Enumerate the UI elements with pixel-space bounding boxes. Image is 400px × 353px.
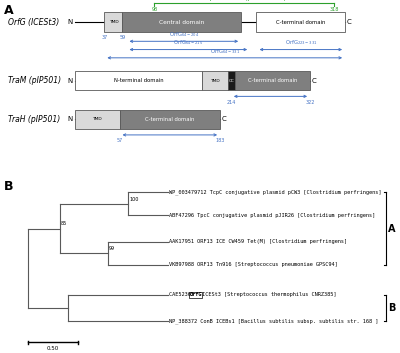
Text: N-terminal domain: N-terminal domain [114, 78, 164, 83]
Text: 37: 37 [101, 35, 108, 40]
Text: N: N [68, 116, 73, 122]
Text: CC: CC [229, 79, 234, 83]
Text: 183: 183 [215, 138, 225, 143]
Text: AAK17951 ORF13 ICE CW459 Tet(M) [Clostridium perfringens]: AAK17951 ORF13 ICE CW459 Tet(M) [Clostri… [169, 239, 347, 244]
Text: N: N [68, 78, 73, 84]
Text: Central domain: Central domain [159, 19, 204, 24]
Text: C-terminal domain: C-terminal domain [276, 19, 325, 24]
Bar [122, 12, 241, 31]
Bar [256, 12, 345, 31]
Bar [120, 110, 220, 129]
Text: 85: 85 [61, 221, 67, 227]
Text: NP_388372 ConB ICEBs1 [Bacillus subtilis subsp. subtilis str. 168 ]: NP_388372 ConB ICEBs1 [Bacillus subtilis… [169, 318, 378, 324]
Text: 214: 214 [226, 100, 236, 105]
Text: OrfG$_{64-204}$: OrfG$_{64-204}$ [169, 30, 199, 39]
Text: A: A [388, 223, 396, 234]
Text: C: C [222, 116, 227, 122]
Text: C-terminal domain: C-terminal domain [145, 117, 194, 122]
Text: TraM (pIP501): TraM (pIP501) [8, 76, 61, 85]
Text: TMD: TMD [109, 20, 118, 24]
Text: OrfG$_{64-215}$: OrfG$_{64-215}$ [173, 38, 203, 47]
Text: 318: 318 [330, 7, 339, 12]
Text: OrfG: OrfG [190, 292, 202, 297]
Text: TMD: TMD [92, 117, 102, 121]
Text: CAE52365: CAE52365 [169, 292, 197, 297]
Text: 99: 99 [109, 246, 115, 251]
Text: OrfG$_{223-331}$: OrfG$_{223-331}$ [284, 38, 317, 47]
Text: 100: 100 [129, 197, 138, 202]
Text: 0.50: 0.50 [47, 346, 59, 351]
Text: VKB97988 ORF13 Tn916 [Streptococcus pneumoniae GPSC94]: VKB97988 ORF13 Tn916 [Streptococcus pneu… [169, 262, 338, 267]
Text: B: B [388, 303, 395, 313]
Text: A: A [4, 4, 14, 17]
Text: N: N [68, 19, 73, 25]
Bar [75, 71, 202, 90]
Bar [228, 71, 235, 90]
Text: OrfG$_{64-331}$: OrfG$_{64-331}$ [210, 47, 240, 56]
Text: 59: 59 [119, 35, 126, 40]
Text: TMD: TMD [210, 79, 220, 83]
Text: C: C [312, 78, 317, 84]
Bar [104, 12, 122, 31]
Text: ICESt3 [Streptococcus thermophilus CNRZ385]: ICESt3 [Streptococcus thermophilus CNRZ3… [199, 292, 336, 297]
Text: ABF47296 TpcC conjugative plasmid pJIR26 [Clostridium perfringens]: ABF47296 TpcC conjugative plasmid pJIR26… [169, 213, 375, 218]
Bar [75, 110, 120, 129]
Text: WP_003479712 TcpC conjugative plasmid pCW3 [Clostridium perfringens]: WP_003479712 TcpC conjugative plasmid pC… [169, 190, 382, 195]
Text: B: B [4, 180, 14, 193]
Text: 98: 98 [151, 7, 158, 12]
Text: TraH (pIP501): TraH (pIP501) [8, 115, 60, 124]
Text: C: C [347, 19, 352, 25]
Text: OrfG (ICESt3): OrfG (ICESt3) [8, 18, 59, 26]
Text: TcpC domain (pfam12642): TcpC domain (pfam12642) [203, 0, 286, 1]
Bar [235, 71, 310, 90]
Text: 57: 57 [116, 138, 123, 143]
Text: C-terminal domain: C-terminal domain [248, 78, 297, 83]
Text: 322: 322 [305, 100, 315, 105]
Bar [202, 71, 228, 90]
